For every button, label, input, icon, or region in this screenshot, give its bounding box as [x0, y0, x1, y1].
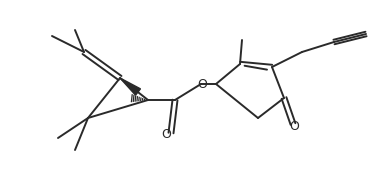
Text: O: O	[289, 120, 299, 134]
Polygon shape	[120, 78, 140, 95]
Text: O: O	[161, 127, 171, 140]
Text: O: O	[197, 78, 207, 91]
